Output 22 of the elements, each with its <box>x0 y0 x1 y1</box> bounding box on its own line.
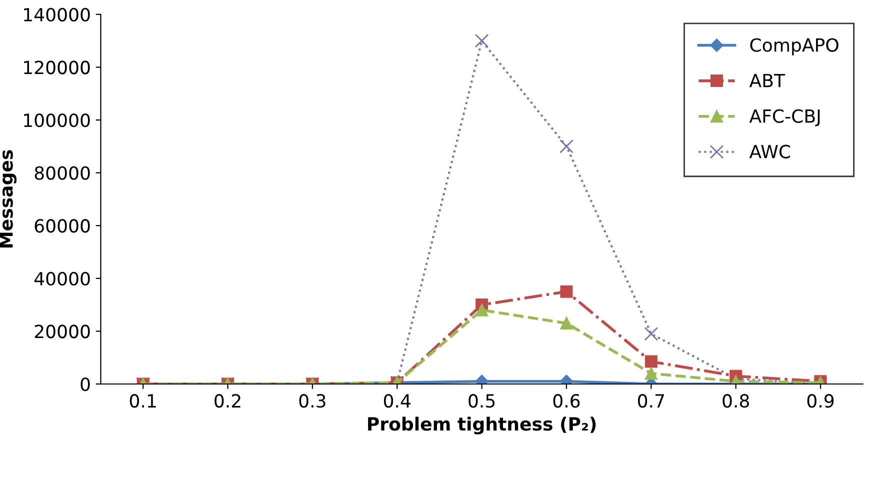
y-tick-label: 20000 <box>34 324 90 338</box>
y-tick-label: 0 <box>80 377 90 392</box>
x-tick-label: 0.1 <box>130 394 156 408</box>
legend-label: AFC-CBJ <box>749 109 820 126</box>
y-tick-label: 40000 <box>34 272 90 286</box>
y-tick-label: 120000 <box>24 60 90 74</box>
x-tick-label: 0.8 <box>722 394 749 408</box>
x-axis-title: Problem tightness (P₂) <box>368 416 596 434</box>
x-tick-label: 0.2 <box>214 394 240 408</box>
x-tick-label: 0.9 <box>807 394 834 408</box>
y-tick-label: 100000 <box>24 113 90 128</box>
y-tick-label: 140000 <box>24 8 90 22</box>
legend-label: AWC <box>749 144 790 158</box>
x-tick-label: 0.6 <box>553 394 580 408</box>
legend-label: ABT <box>749 74 786 88</box>
x-tick-label: 0.4 <box>384 394 410 408</box>
y-tick-label: 80000 <box>34 166 90 180</box>
y-tick-label: 60000 <box>34 219 90 233</box>
x-tick-label: 0.7 <box>638 394 664 408</box>
x-tick-label: 0.3 <box>299 394 326 408</box>
x-tick-label: 0.5 <box>468 394 495 408</box>
legend-label: CompAPO <box>750 38 838 56</box>
